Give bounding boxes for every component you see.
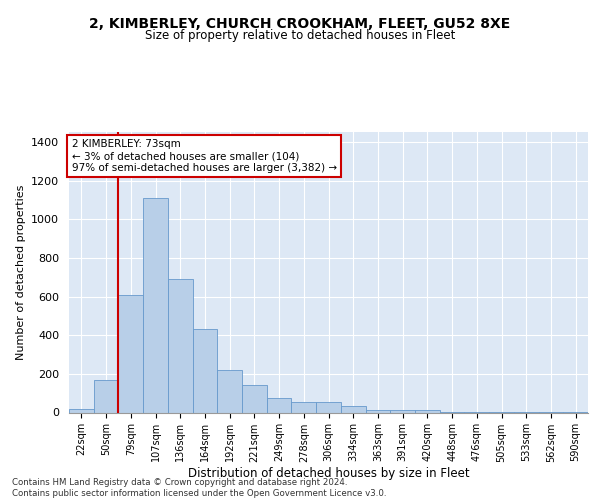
Text: 2 KIMBERLEY: 73sqm
← 3% of detached houses are smaller (104)
97% of semi-detache: 2 KIMBERLEY: 73sqm ← 3% of detached hous…	[71, 140, 337, 172]
Bar	[143, 198, 168, 412]
Y-axis label: Number of detached properties: Number of detached properties	[16, 185, 26, 360]
Bar	[267, 398, 292, 412]
Bar	[292, 402, 316, 412]
Text: 2, KIMBERLEY, CHURCH CROOKHAM, FLEET, GU52 8XE: 2, KIMBERLEY, CHURCH CROOKHAM, FLEET, GU…	[89, 18, 511, 32]
Bar	[390, 410, 415, 412]
Bar	[168, 280, 193, 412]
Bar	[242, 386, 267, 412]
Bar	[365, 410, 390, 412]
X-axis label: Distribution of detached houses by size in Fleet: Distribution of detached houses by size …	[188, 467, 469, 480]
Bar	[341, 406, 365, 412]
Bar	[118, 294, 143, 412]
Bar	[217, 370, 242, 412]
Bar	[193, 330, 217, 412]
Text: Size of property relative to detached houses in Fleet: Size of property relative to detached ho…	[145, 29, 455, 42]
Bar	[69, 408, 94, 412]
Text: Contains HM Land Registry data © Crown copyright and database right 2024.
Contai: Contains HM Land Registry data © Crown c…	[12, 478, 386, 498]
Bar	[94, 380, 118, 412]
Bar	[316, 402, 341, 412]
Bar	[415, 410, 440, 412]
